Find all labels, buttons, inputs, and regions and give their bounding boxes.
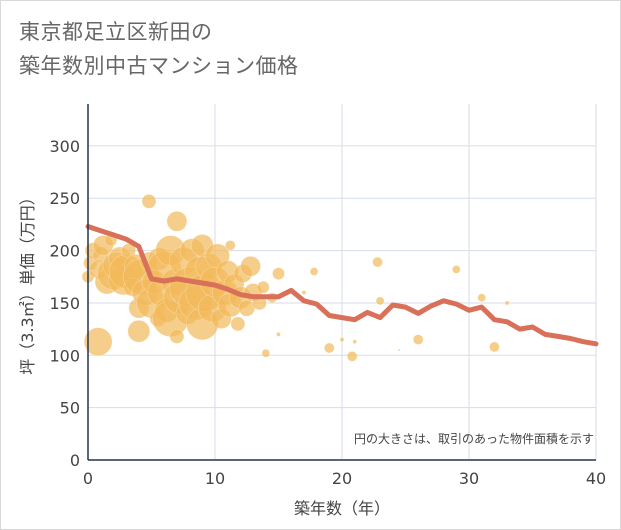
x-tick-20: 20 <box>332 469 352 488</box>
y-tick-200: 200 <box>49 242 80 261</box>
bubble-59 <box>240 255 261 277</box>
bubble-34 <box>169 329 185 344</box>
bubble-74 <box>375 296 385 306</box>
bubble-18 <box>127 319 151 343</box>
bubble-77 <box>451 265 461 274</box>
bubble-75 <box>397 348 401 352</box>
bubble-67 <box>301 290 307 295</box>
y-tick-50: 50 <box>60 399 80 418</box>
bubble-62 <box>256 280 270 294</box>
bubble-3 <box>83 327 113 356</box>
bubble-22 <box>141 194 157 209</box>
x-tick-40: 40 <box>586 469 606 488</box>
bubble-68 <box>309 267 319 276</box>
bubble-65 <box>272 267 285 280</box>
bubble-70 <box>339 337 345 342</box>
bubble-55 <box>230 316 246 332</box>
bubble-80 <box>504 300 510 306</box>
bubble-78 <box>477 293 487 303</box>
y-axis-label: 坪（3.3㎡）単価（万円） <box>18 189 37 374</box>
chart-title: 東京都足立区新田の 築年数別中古マンション価格 <box>19 15 299 83</box>
bubble-69 <box>323 342 335 354</box>
axes <box>87 104 596 461</box>
bubble-66 <box>276 332 281 337</box>
bubble-33 <box>166 210 188 232</box>
trend-line <box>85 224 599 347</box>
y-tick-150: 150 <box>49 294 80 313</box>
bubble-52 <box>224 240 236 251</box>
title-line-1: 東京都足立区新田の <box>19 20 213 44</box>
x-tick-30: 30 <box>459 469 479 488</box>
bubble-63 <box>261 348 271 358</box>
bubble-layer <box>81 194 510 362</box>
y-tick-250: 250 <box>49 189 80 208</box>
x-axis-label: 築年数（年） <box>294 499 390 518</box>
x-tick-0: 0 <box>83 469 93 488</box>
title-line-2: 築年数別中古マンション価格 <box>19 54 299 78</box>
y-tick-300: 300 <box>49 137 80 156</box>
x-tick-10: 10 <box>205 469 225 488</box>
y-tick-100: 100 <box>49 346 80 365</box>
bubble-71 <box>346 351 358 362</box>
bubble-58 <box>238 299 256 317</box>
bubble-72 <box>352 339 358 344</box>
bubble-79 <box>489 341 500 353</box>
bubble-73 <box>372 256 383 268</box>
y-tick-0: 0 <box>70 451 80 470</box>
bubble-size-note: 円の大きさは、取引のあった物件面積を示す <box>354 431 594 446</box>
tick-labels: 0 10 20 30 40 0 50 100 150 200 250 300 <box>49 137 606 488</box>
bubble-76 <box>412 334 424 345</box>
